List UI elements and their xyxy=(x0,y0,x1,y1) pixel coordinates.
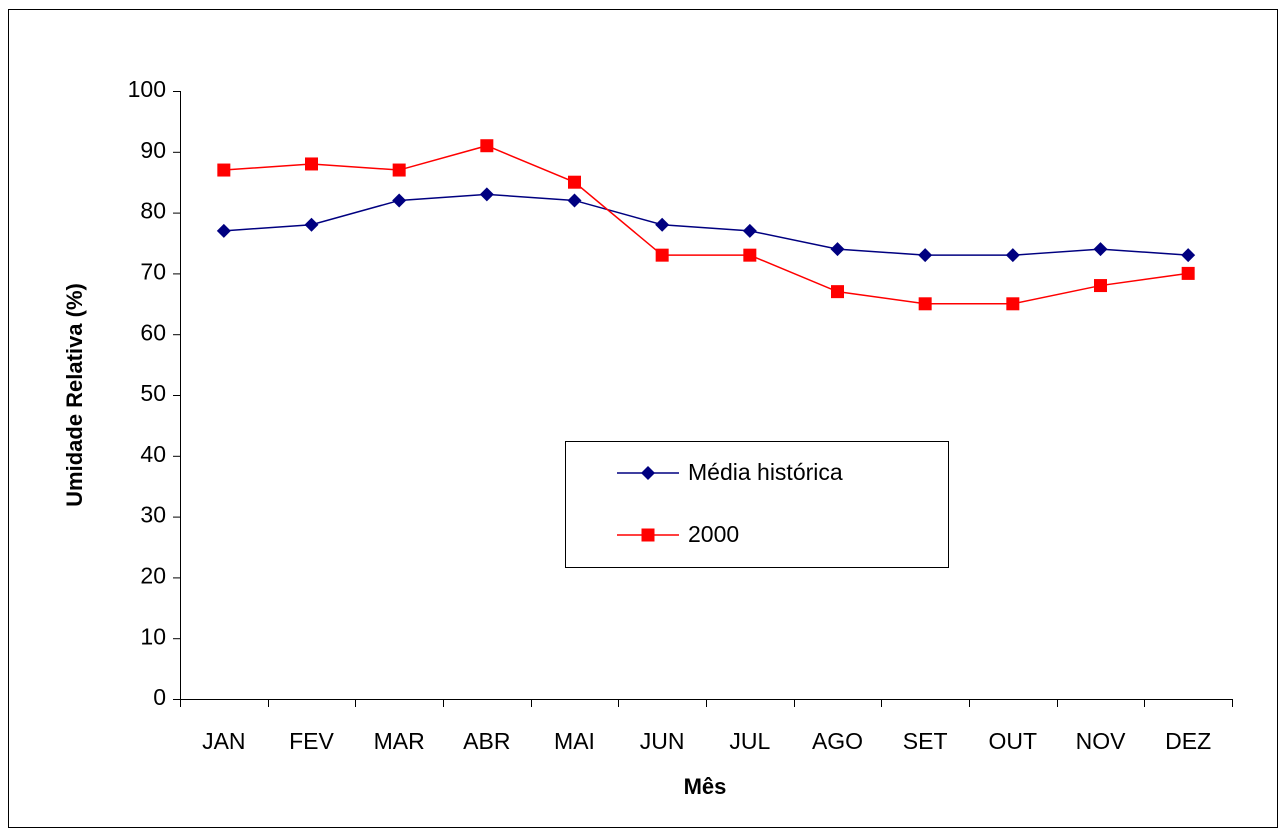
x-tick-label: OUT xyxy=(989,728,1038,754)
data-point xyxy=(655,217,670,232)
data-point xyxy=(216,223,231,238)
data-point xyxy=(217,163,231,177)
legend-marker xyxy=(641,466,655,480)
y-axis-title: Umidade Relativa (%) xyxy=(62,283,87,507)
y-tick-label: 10 xyxy=(140,623,166,649)
data-point xyxy=(918,248,933,263)
data-point xyxy=(1094,279,1107,293)
data-point xyxy=(392,163,406,177)
x-tick-label: JAN xyxy=(202,728,245,754)
legend-label: Média histórica xyxy=(688,459,843,485)
data-point xyxy=(1181,248,1196,263)
data-point xyxy=(392,193,407,208)
legend-box xyxy=(565,441,949,568)
x-tick-label: ABR xyxy=(463,728,510,754)
data-point xyxy=(655,248,669,262)
y-tick-label: 60 xyxy=(140,319,166,345)
legend-label: 2000 xyxy=(688,521,739,547)
data-point xyxy=(1006,297,1020,311)
y-tick-label: 90 xyxy=(140,137,166,163)
data-point xyxy=(304,217,319,232)
x-tick-label: JUN xyxy=(640,728,685,754)
legend-marker xyxy=(641,528,655,542)
data-point xyxy=(918,297,932,311)
series-line xyxy=(223,193,1189,256)
data-point xyxy=(479,187,494,202)
data-point xyxy=(831,285,844,299)
x-tick-label: SET xyxy=(903,728,948,754)
data-point xyxy=(480,139,494,153)
data-point xyxy=(742,223,757,238)
data-point xyxy=(1093,242,1108,257)
y-tick-label: 0 xyxy=(153,684,166,710)
data-point xyxy=(743,248,757,262)
data-point xyxy=(1005,248,1020,263)
y-tick-label: 30 xyxy=(140,502,166,528)
y-tick-label: 70 xyxy=(140,258,166,284)
x-tick-label: DEZ xyxy=(1165,728,1211,754)
y-tick-label: 50 xyxy=(140,380,166,406)
series-line xyxy=(223,144,1189,305)
chart-border xyxy=(8,9,1278,828)
data-point xyxy=(305,157,318,171)
data-point xyxy=(568,175,581,189)
data-point xyxy=(1181,266,1195,280)
x-tick-label: AGO xyxy=(812,728,863,754)
y-tick-label: 80 xyxy=(140,198,166,224)
y-tick-label: 40 xyxy=(140,441,166,467)
y-tick-label: 100 xyxy=(128,76,166,102)
data-point xyxy=(830,242,845,257)
x-tick-label: MAR xyxy=(374,728,425,754)
x-tick-label: JUL xyxy=(729,728,770,754)
x-tick-label: MAI xyxy=(554,728,595,754)
x-tick-label: NOV xyxy=(1076,728,1127,754)
data-point xyxy=(567,193,582,208)
y-tick-label: 20 xyxy=(140,562,166,588)
x-axis-title: Mês xyxy=(684,774,727,799)
x-tick-label: FEV xyxy=(289,728,334,754)
